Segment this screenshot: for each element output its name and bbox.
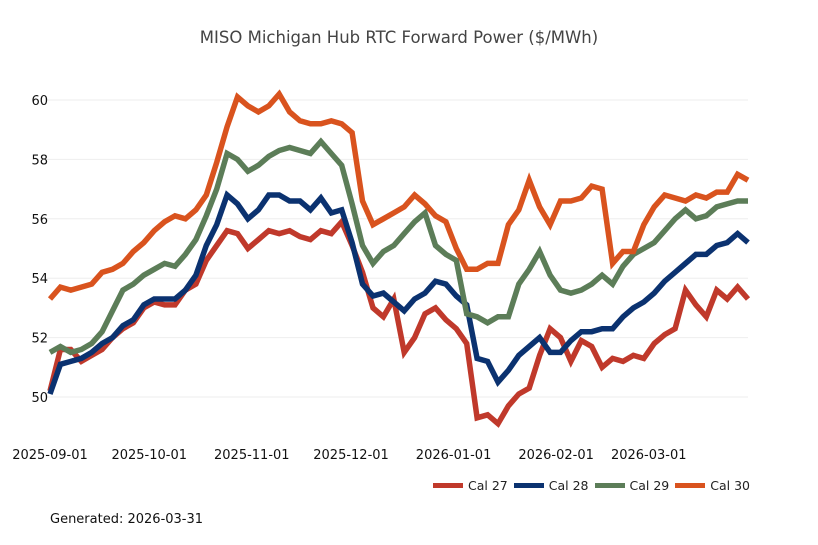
series-lines bbox=[47, 89, 751, 428]
legend-label: Cal 29 bbox=[629, 478, 670, 493]
y-tick-label: 56 bbox=[31, 213, 48, 228]
y-tick-label: 52 bbox=[31, 332, 48, 347]
legend-item-cal-28[interactable]: Cal 28 bbox=[513, 478, 589, 493]
series-line-cal-30 bbox=[47, 89, 750, 301]
x-axis-ticks: 2025-09-01 2025-10-01 2025-11-01 2025-12-01… bbox=[12, 448, 686, 463]
series-line-cal-28 bbox=[47, 190, 750, 395]
legend-swatch-cal-27 bbox=[433, 483, 463, 488]
y-axis-ticks: 50 52 54 56 58 60 bbox=[31, 94, 48, 406]
legend-swatch-cal-30 bbox=[675, 483, 706, 488]
legend: Cal 27 Cal 28 Cal 29 Cal 30 bbox=[433, 478, 756, 493]
legend-label: Cal 30 bbox=[710, 478, 750, 493]
legend-item-cal-30[interactable]: Cal 30 bbox=[675, 478, 750, 493]
legend-swatch-cal-29 bbox=[594, 483, 625, 488]
x-tick-label: 2025-11-01 bbox=[214, 448, 290, 463]
x-tick-label: 2025-09-01 bbox=[12, 448, 88, 463]
chart-title: MISO Michigan Hub RTC Forward Power ($/M… bbox=[199, 28, 599, 47]
y-tick-label: 54 bbox=[31, 272, 48, 287]
generated-timestamp: Generated: 2026-03-31 bbox=[50, 512, 204, 527]
legend-item-cal-29[interactable]: Cal 29 bbox=[594, 478, 670, 493]
legend-item-cal-27[interactable]: Cal 27 bbox=[433, 478, 508, 493]
x-tick-label: 2026-02-01 bbox=[518, 448, 594, 463]
legend-label: Cal 27 bbox=[468, 478, 508, 493]
x-tick-label: 2026-01-01 bbox=[416, 448, 492, 463]
series-line-cal-27 bbox=[47, 216, 751, 428]
y-tick-label: 60 bbox=[31, 94, 48, 109]
x-tick-label: 2025-12-01 bbox=[313, 448, 389, 463]
y-tick-label: 50 bbox=[31, 391, 48, 406]
series-line-cal-29 bbox=[48, 137, 748, 356]
x-tick-label: 2026-03-01 bbox=[611, 448, 687, 463]
legend-label: Cal 28 bbox=[548, 478, 589, 493]
legend-swatch-cal-28 bbox=[513, 483, 544, 488]
x-tick-label: 2025-10-01 bbox=[111, 448, 187, 463]
y-tick-label: 58 bbox=[31, 153, 48, 168]
grid-lines bbox=[45, 99, 748, 398]
